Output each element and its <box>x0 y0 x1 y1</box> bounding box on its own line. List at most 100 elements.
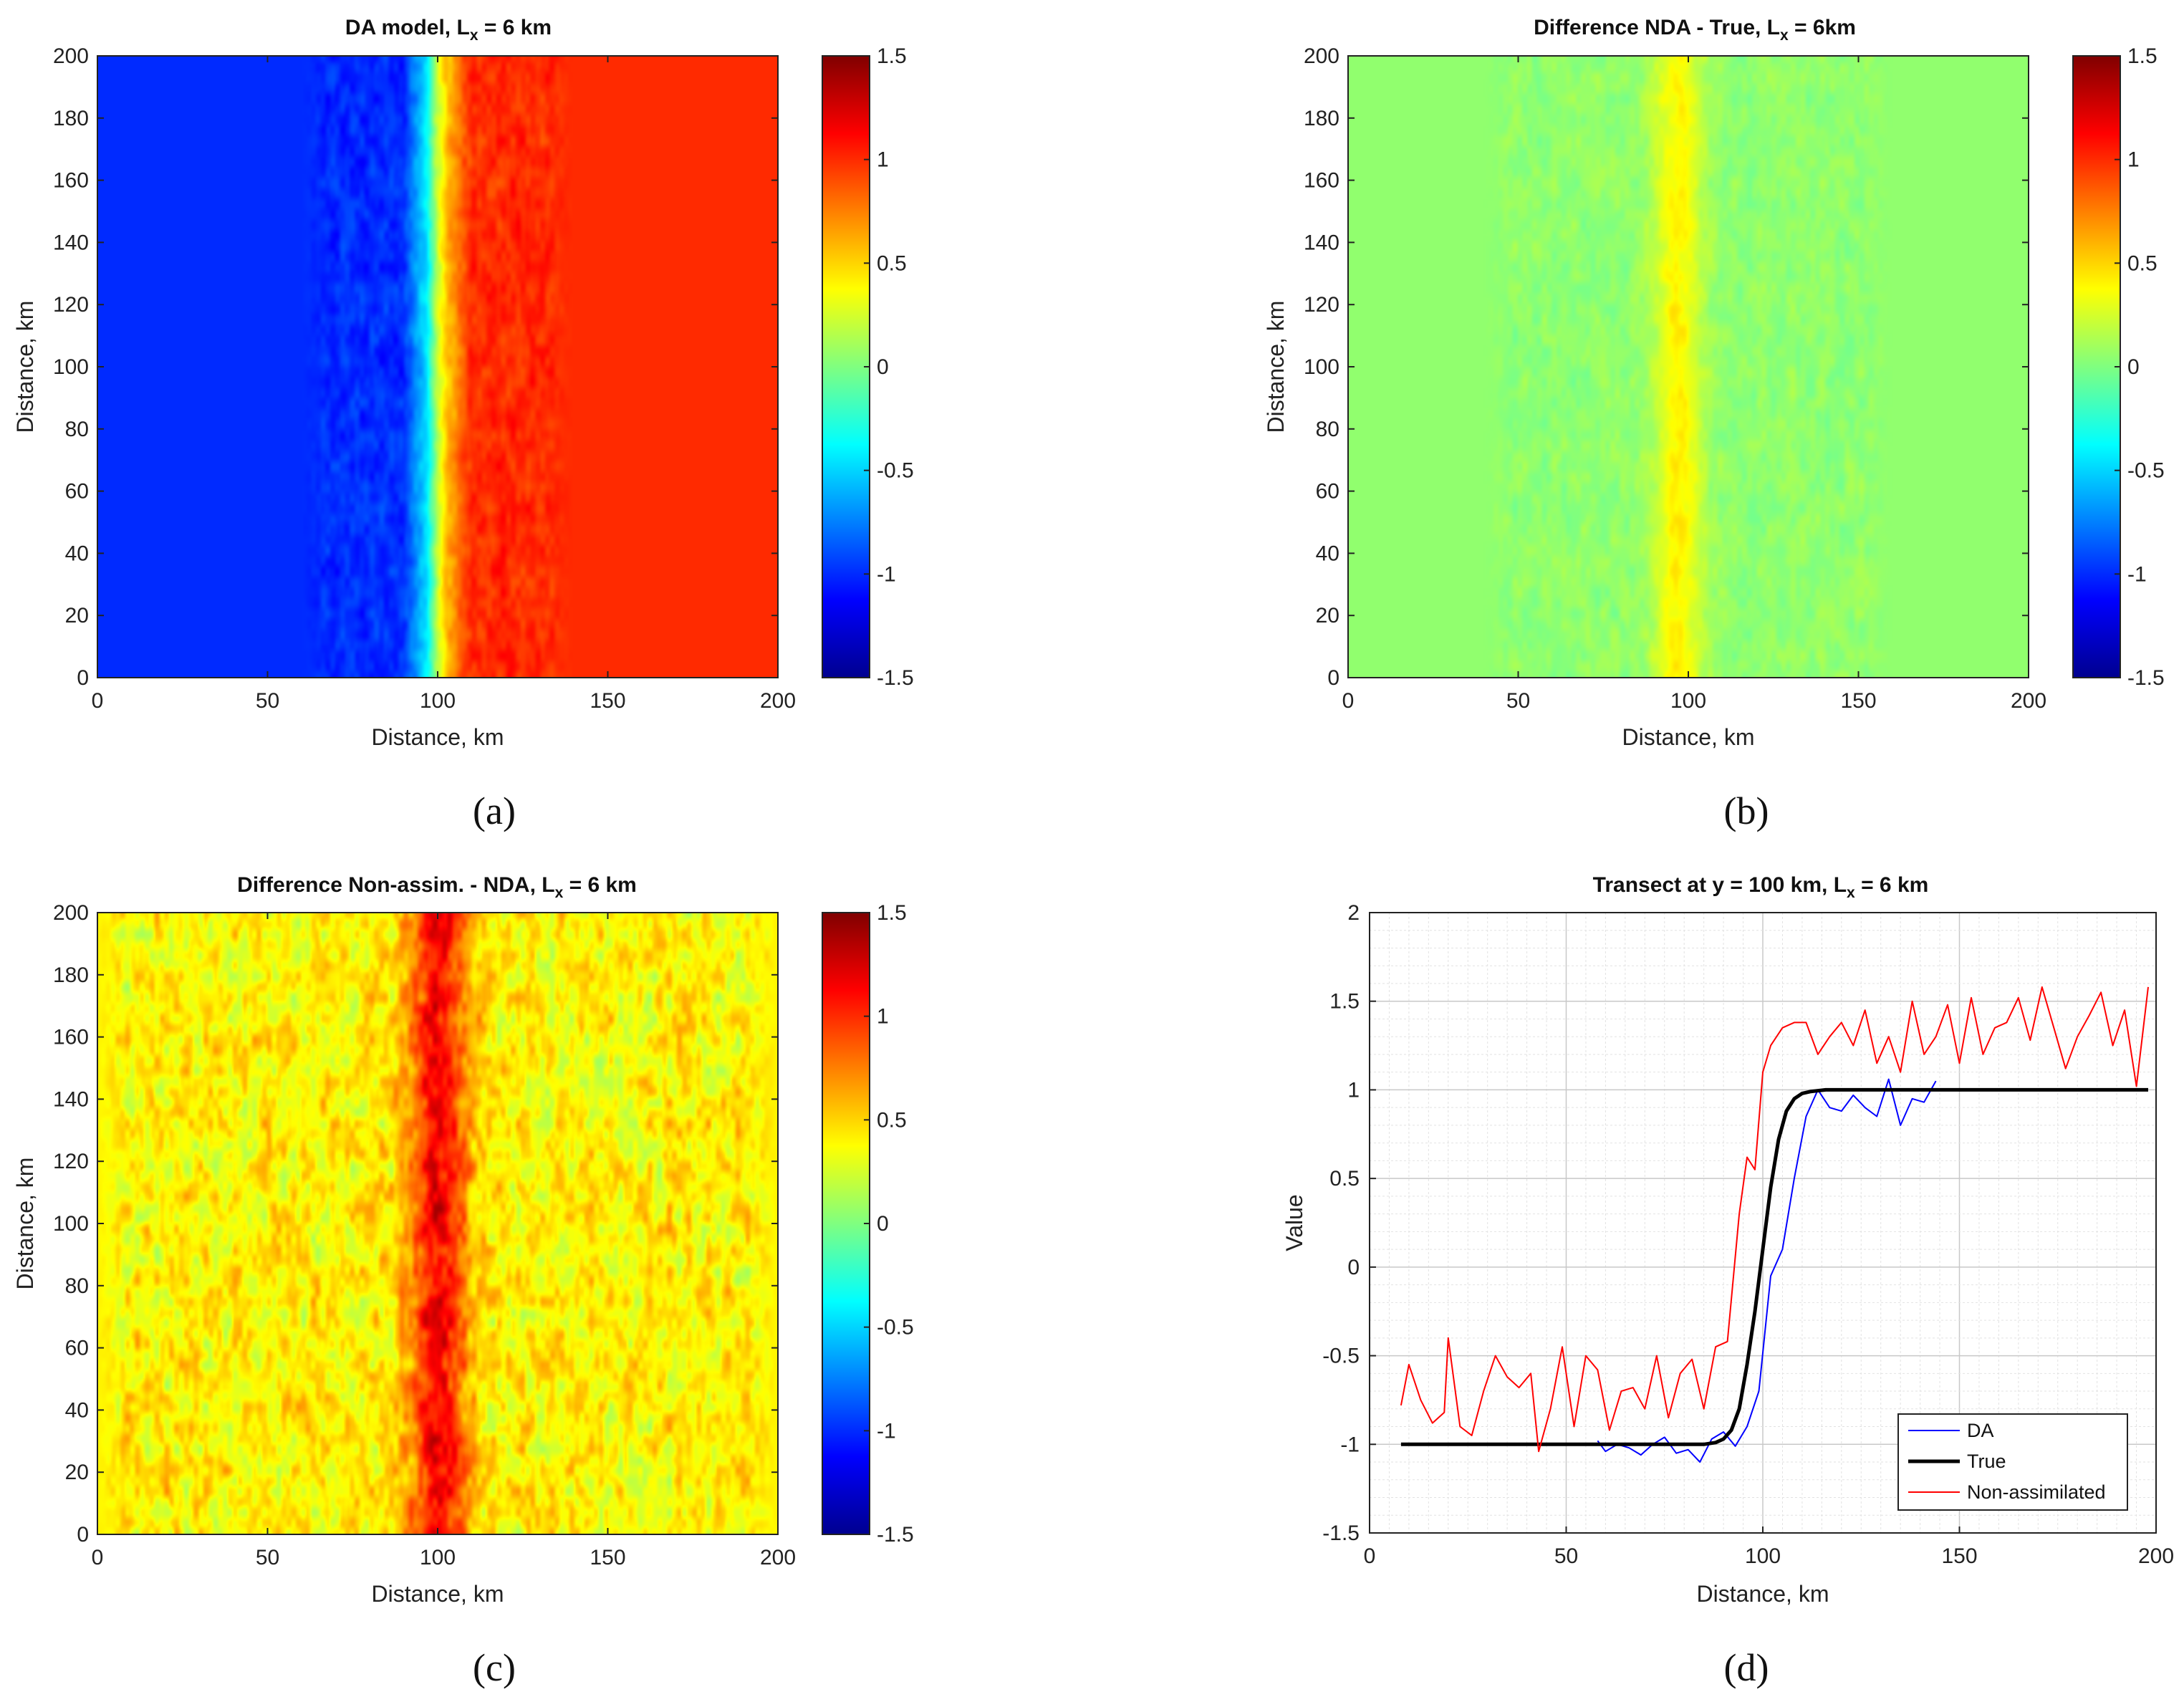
x-tick-label: 150 <box>590 689 625 713</box>
x-tick-label: 0 <box>92 1546 104 1569</box>
panel-b: Difference NDA - True, Lx = 6km 0 50 100 15… <box>1263 16 2165 832</box>
panel-c: Difference Non-assim. - NDA, Lx = 6 km 0… <box>12 873 914 1689</box>
legend-nonassim-label: Non-assimilated <box>1967 1481 2106 1503</box>
y-tick-label: 140 <box>1304 231 1339 254</box>
series-line-non-assimilated <box>1400 986 2149 1453</box>
colorbar-tick-label: 0 <box>877 355 889 379</box>
y-tick-label: 120 <box>53 293 89 317</box>
y-tick-label: 60 <box>65 480 89 504</box>
x-tick-label: 0 <box>1342 689 1355 713</box>
x-tick-label: 100 <box>1745 1544 1781 1568</box>
panel-a-caption: (a) <box>473 789 516 832</box>
panel-b-xlabel: Distance, km <box>1622 724 1755 750</box>
y-tick-label: -0.5 <box>1322 1345 1360 1368</box>
y-tick-label: 80 <box>1316 418 1339 441</box>
colorbar-tick-label: -1 <box>877 1419 896 1443</box>
y-tick-label: 2 <box>1347 901 1360 925</box>
colorbar-tick-label: -1.5 <box>877 666 914 690</box>
colorbar-tick-label: 0.5 <box>877 251 907 275</box>
y-tick-label: 200 <box>53 44 89 68</box>
y-tick-label: 100 <box>1304 355 1339 379</box>
y-tick-label: 80 <box>65 418 89 441</box>
panel-a-ticks: 0 50 100 150 200 0 20 40 60 80 100 120 140 160 180 200 <box>53 44 796 713</box>
panel-a-colorbar <box>822 55 870 678</box>
panel-a-heatmap <box>97 56 778 678</box>
colorbar-tick-label: 1 <box>877 1005 889 1029</box>
y-tick-label: 0.5 <box>1329 1167 1360 1191</box>
panel-c-xlabel: Distance, km <box>372 1581 504 1607</box>
panel-c-colorbar-ticks: 1.5 1 0.5 0 -0.5 -1 -1.5 <box>864 901 914 1547</box>
y-tick-label: 40 <box>65 1398 89 1422</box>
y-tick-label: 60 <box>65 1337 89 1360</box>
x-tick-label: 50 <box>256 1546 279 1569</box>
series-line-true <box>1400 1087 2148 1446</box>
y-tick-label: 100 <box>53 355 89 379</box>
panel-d-ticks: 0 50 100 150 200 -1.5 -1 -0.5 0 0.5 1 1.5 2 <box>1322 901 2174 1568</box>
y-tick-label: 200 <box>53 901 89 925</box>
panel-b-ylabel: Distance, km <box>1263 301 1289 433</box>
y-tick-label: 20 <box>65 604 89 628</box>
colorbar-tick-label: 1.5 <box>877 901 907 925</box>
y-tick-label: 140 <box>53 231 89 254</box>
y-tick-label: 0 <box>1327 666 1339 690</box>
y-tick-label: 20 <box>1316 604 1339 628</box>
panel-d-legend: DA True Non-assimilated <box>1897 1413 2128 1511</box>
y-tick-label: -1 <box>1340 1433 1360 1456</box>
x-tick-label: 150 <box>1840 689 1876 713</box>
x-tick-label: 0 <box>92 689 104 713</box>
colorbar-tick-label: 0.5 <box>877 1108 907 1132</box>
y-tick-label: -1.5 <box>1322 1521 1360 1545</box>
x-tick-label: 150 <box>590 1546 625 1569</box>
colorbar-tick-label: -0.5 <box>877 1316 914 1340</box>
panel-c-title: Difference Non-assim. - NDA, Lx = 6 km <box>237 873 637 901</box>
y-tick-label: 180 <box>53 107 89 130</box>
y-tick-label: 1 <box>1347 1078 1360 1102</box>
panel-a-colorbar-ticks: 1.5 1 0.5 0 -0.5 -1 -1.5 <box>864 44 914 690</box>
panel-b-title: Difference NDA - True, Lx = 6km <box>1534 16 1856 44</box>
legend-da-label: DA <box>1967 1420 1994 1441</box>
colorbar-tick-label: 1 <box>2127 148 2140 172</box>
colorbar-tick-label: 0.5 <box>2127 251 2157 275</box>
y-tick-label: 0 <box>77 666 89 690</box>
y-tick-label: 20 <box>65 1461 89 1484</box>
y-tick-label: 40 <box>65 542 89 565</box>
y-tick-label: 40 <box>1316 542 1339 565</box>
x-tick-label: 150 <box>1941 1544 1977 1568</box>
colorbar-tick-label: 1.5 <box>2127 44 2157 68</box>
panel-d: Transect at y = 100 km, Lx = 6 km 0 50 100… <box>1281 873 2174 1689</box>
panel-d-xlabel: Distance, km <box>1697 1581 1829 1607</box>
panel-a-ylabel: Distance, km <box>12 301 38 433</box>
panel-d-series <box>1400 986 2149 1463</box>
panel-c-ticks: 0 50 100 150 200 0 20 40 60 80 100 120 140 160 180 200 <box>53 901 796 1569</box>
y-tick-label: 140 <box>53 1087 89 1111</box>
panel-c-heatmap <box>97 913 778 1534</box>
colorbar-tick-label: 0 <box>2127 355 2140 379</box>
panel-a-xlabel: Distance, km <box>372 724 504 750</box>
x-tick-label: 200 <box>2138 1544 2174 1568</box>
x-tick-label: 100 <box>1670 689 1706 713</box>
y-tick-label: 180 <box>1304 107 1339 130</box>
x-tick-label: 50 <box>1554 1544 1578 1568</box>
y-tick-label: 100 <box>53 1212 89 1236</box>
colorbar-tick-label: -0.5 <box>877 459 914 483</box>
x-tick-label: 200 <box>2011 689 2046 713</box>
y-tick-label: 0 <box>1347 1256 1360 1279</box>
panel-b-ticks: 0 50 100 150 200 0 20 40 60 80 100 120 140 160 180 200 <box>1304 44 2046 713</box>
colorbar-tick-label: -1.5 <box>877 1523 914 1547</box>
panel-c-colorbar <box>822 912 870 1535</box>
x-tick-label: 0 <box>1364 1544 1376 1568</box>
y-tick-label: 180 <box>53 963 89 987</box>
y-tick-label: 80 <box>65 1274 89 1298</box>
x-tick-label: 50 <box>256 689 279 713</box>
panel-c-ylabel: Distance, km <box>12 1158 38 1290</box>
x-tick-label: 200 <box>760 689 796 713</box>
y-tick-label: 0 <box>77 1523 89 1547</box>
colorbar-tick-label: 1 <box>877 148 889 172</box>
y-tick-label: 120 <box>53 1150 89 1173</box>
panel-c-caption: (c) <box>473 1646 516 1689</box>
panel-b-colorbar-ticks: 1.5 1 0.5 0 -0.5 -1 -1.5 <box>2115 44 2165 690</box>
y-tick-label: 120 <box>1304 293 1339 317</box>
panel-d-ylabel: Value <box>1281 1194 1307 1251</box>
y-tick-label: 160 <box>1304 169 1339 193</box>
panel-b-caption: (b) <box>1724 789 1769 832</box>
